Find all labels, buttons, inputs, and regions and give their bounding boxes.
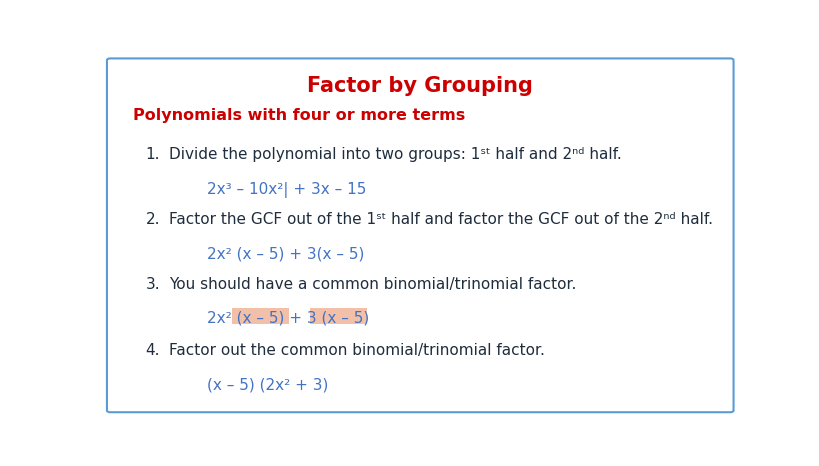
FancyBboxPatch shape (106, 58, 733, 412)
Text: (x – 5) (2x² + 3): (x – 5) (2x² + 3) (207, 377, 328, 392)
Text: Divide the polynomial into two groups: 1ˢᵗ half and 2ⁿᵈ half.: Divide the polynomial into two groups: 1… (169, 147, 622, 163)
Text: Polynomials with four or more terms: Polynomials with four or more terms (133, 108, 464, 123)
Text: 2x³ – 10x²| + 3x – 15: 2x³ – 10x²| + 3x – 15 (207, 181, 366, 198)
Text: Factor out the common binomial/trinomial factor.: Factor out the common binomial/trinomial… (169, 343, 545, 358)
Text: 4.: 4. (146, 343, 160, 358)
Text: You should have a common binomial/trinomial factor.: You should have a common binomial/trinom… (169, 277, 576, 292)
FancyBboxPatch shape (232, 308, 289, 324)
Text: 3.: 3. (146, 277, 161, 292)
Text: Factor the GCF out of the 1ˢᵗ half and factor the GCF out of the 2ⁿᵈ half.: Factor the GCF out of the 1ˢᵗ half and f… (169, 212, 713, 227)
Text: 2.: 2. (146, 212, 160, 227)
Text: Factor by Grouping: Factor by Grouping (307, 75, 532, 96)
Text: 1.: 1. (146, 147, 160, 163)
FancyBboxPatch shape (310, 308, 366, 324)
Text: 2x² (x – 5) + 3 (x – 5): 2x² (x – 5) + 3 (x – 5) (207, 311, 369, 326)
Text: 2x² (x – 5) + 3(x – 5): 2x² (x – 5) + 3(x – 5) (207, 246, 364, 261)
